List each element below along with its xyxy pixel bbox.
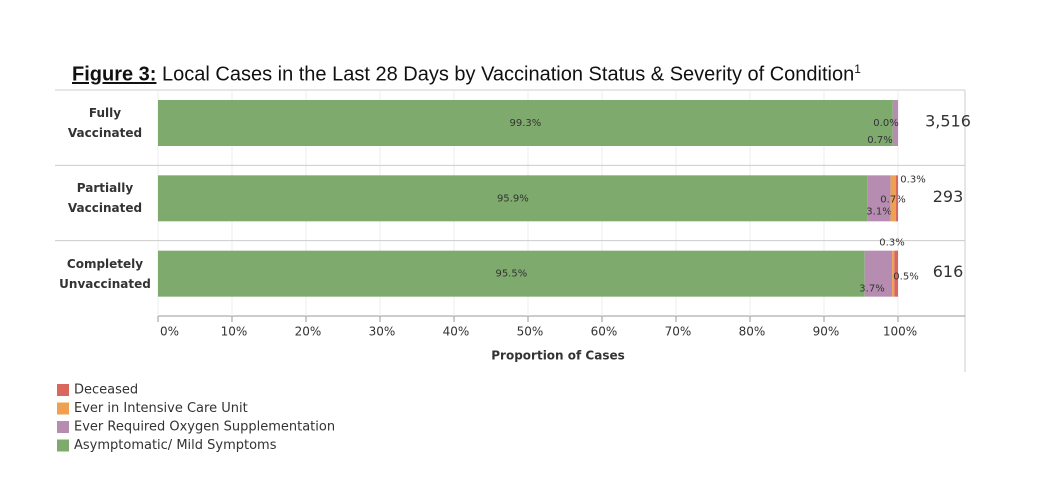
legend-label: Asymptomatic/ Mild Symptoms bbox=[74, 438, 277, 453]
title-text: Local Cases in the Last 28 Days by Vacci… bbox=[156, 63, 855, 86]
x-tick-label: 100% bbox=[883, 325, 917, 339]
x-tick-label: 80% bbox=[739, 325, 766, 339]
category-label-box: Completely Unvaccinated bbox=[59, 256, 151, 291]
value-label: 95.5% bbox=[495, 269, 527, 280]
value-label: 0.5% bbox=[893, 272, 918, 283]
x-tick-label: 50% bbox=[517, 325, 544, 339]
legend-label: Deceased bbox=[74, 383, 138, 398]
value-label: 99.3% bbox=[510, 118, 542, 129]
title-prefix: Figure 3: bbox=[72, 63, 157, 86]
x-tick-label: 60% bbox=[591, 325, 618, 339]
category-label: Completely Unvaccinated bbox=[59, 256, 151, 291]
category-label: Partially Vaccinated bbox=[67, 181, 143, 216]
value-label: 0.3% bbox=[900, 174, 925, 185]
x-axis-label: Proportion of Cases bbox=[491, 349, 625, 363]
bar-segment bbox=[892, 100, 898, 146]
value-label: 95.9% bbox=[497, 193, 529, 204]
value-label: 0.0% bbox=[873, 118, 898, 129]
category-label-box: Partially Vaccinated bbox=[67, 181, 143, 216]
bar-segment bbox=[158, 100, 893, 146]
x-tick-label: 10% bbox=[221, 325, 248, 339]
bar-segment bbox=[158, 250, 865, 297]
legend-swatch bbox=[57, 439, 69, 452]
x-tick-label: 70% bbox=[665, 325, 692, 339]
value-label: 0.7% bbox=[867, 135, 892, 146]
legend-swatch bbox=[57, 384, 69, 396]
total-label: 293 bbox=[933, 187, 964, 206]
x-tick-label: 20% bbox=[295, 325, 322, 339]
value-label: 0.7% bbox=[880, 194, 905, 205]
value-label: 3.1% bbox=[866, 206, 891, 217]
bar-segment bbox=[892, 250, 895, 297]
value-label: 3.7% bbox=[859, 284, 884, 295]
bar-segment bbox=[894, 250, 898, 297]
total-label: 3,516 bbox=[925, 112, 971, 131]
bar-segment bbox=[890, 175, 896, 222]
total-label: 616 bbox=[933, 262, 964, 281]
value-label: 0.3% bbox=[879, 238, 904, 249]
legend-swatch bbox=[57, 402, 69, 415]
x-tick-label: 30% bbox=[369, 325, 396, 339]
bar-segment bbox=[895, 175, 898, 222]
bar-segment bbox=[867, 175, 891, 222]
title-superscript: 1 bbox=[854, 62, 861, 76]
category-label: Fully Vaccinated bbox=[67, 106, 143, 140]
legend-label: Ever Required Oxygen Supplementation bbox=[74, 420, 335, 435]
legend-label: Ever in Intensive Care Unit bbox=[74, 401, 248, 416]
bar-segment bbox=[864, 250, 893, 297]
bar-segment bbox=[158, 175, 868, 222]
legend-swatch bbox=[57, 421, 69, 433]
chart-title: Figure 3: Local Cases in the Last 28 Day… bbox=[72, 62, 861, 87]
category-label-box: Fully Vaccinated bbox=[67, 106, 143, 140]
x-tick-label: 90% bbox=[813, 325, 840, 339]
x-tick-label: 40% bbox=[443, 325, 470, 339]
x-tick-label: 0% bbox=[160, 325, 179, 339]
